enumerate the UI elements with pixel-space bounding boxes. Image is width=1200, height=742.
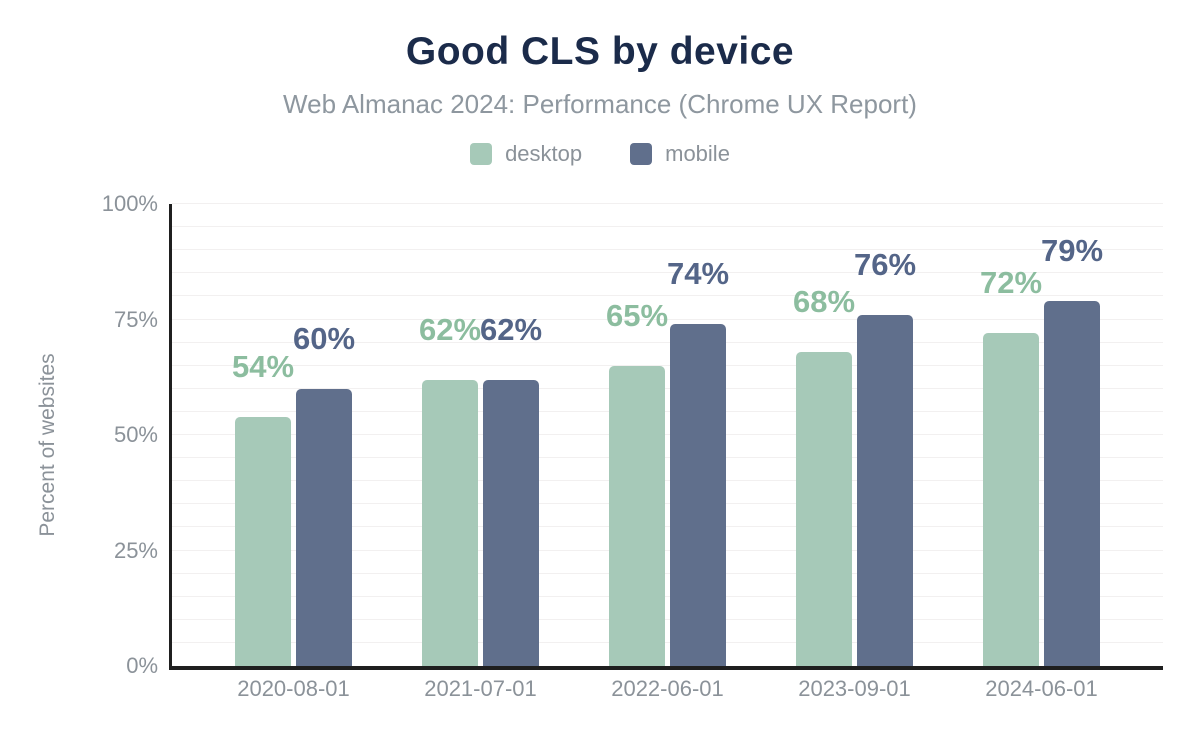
bar-value-label: 62% bbox=[479, 311, 543, 347]
x-tick-label: 2023-09-01 bbox=[798, 676, 911, 701]
bar-value-label: 76% bbox=[853, 246, 917, 282]
gridline bbox=[172, 480, 1163, 482]
gridline bbox=[172, 618, 1163, 620]
legend-label: mobile bbox=[665, 141, 730, 166]
gridline bbox=[172, 272, 1163, 274]
bar-value-label: 79% bbox=[1040, 233, 1104, 269]
gridline bbox=[172, 387, 1163, 389]
gridline bbox=[172, 549, 1163, 551]
gridline bbox=[172, 526, 1163, 528]
legend-swatch-icon bbox=[470, 143, 493, 165]
gridline bbox=[172, 318, 1163, 320]
bar-mobile-2024-06-01 bbox=[1044, 301, 1100, 666]
x-tick-label: 2024-06-01 bbox=[985, 676, 1098, 701]
bar-desktop-2020-08-01 bbox=[235, 416, 291, 666]
gridline bbox=[172, 341, 1163, 343]
bar-value-label: 60% bbox=[292, 320, 356, 356]
legend-item-desktop: desktop bbox=[470, 141, 582, 167]
x-tick-label: 2022-06-01 bbox=[611, 676, 724, 701]
y-tick-label: 0% bbox=[126, 653, 158, 678]
y-tick-label: 75% bbox=[113, 306, 158, 332]
bar-mobile-2021-07-01 bbox=[483, 379, 539, 666]
gridline bbox=[172, 203, 1163, 204]
bar-mobile-2022-06-01 bbox=[670, 324, 726, 666]
bar-desktop-2022-06-01 bbox=[609, 365, 665, 666]
legend-item-mobile: mobile bbox=[630, 141, 730, 167]
bar-value-label: 62% bbox=[418, 311, 482, 347]
bar-value-label: 68% bbox=[792, 283, 856, 319]
x-axis-line bbox=[169, 666, 1163, 670]
gridline bbox=[172, 364, 1163, 366]
gridline bbox=[172, 641, 1163, 643]
y-tick-label: 100% bbox=[101, 191, 158, 216]
gridline bbox=[172, 249, 1163, 251]
y-axis-line bbox=[169, 204, 172, 666]
y-tick-label: 50% bbox=[113, 422, 158, 447]
y-tick-label: 25% bbox=[113, 537, 158, 563]
bar-desktop-2023-09-01 bbox=[796, 351, 852, 666]
bar-value-label: 54% bbox=[231, 348, 295, 384]
x-tick-label: 2021-07-01 bbox=[424, 676, 537, 701]
bar-value-label: 65% bbox=[605, 297, 669, 333]
legend-swatch-icon bbox=[630, 143, 653, 165]
gridline bbox=[172, 595, 1163, 597]
gridline bbox=[172, 295, 1163, 297]
bar-mobile-2020-08-01 bbox=[296, 388, 352, 666]
plot-area: 54% 60% 62% 62% 65% 74% 68% 76% 72% 79% bbox=[169, 203, 1163, 670]
bar-desktop-2024-06-01 bbox=[983, 333, 1039, 666]
bar-value-label: 72% bbox=[979, 265, 1043, 301]
gridline bbox=[172, 410, 1163, 412]
chart-title: Good CLS by device bbox=[405, 30, 795, 73]
x-tick-label: 2020-08-01 bbox=[237, 676, 350, 701]
bar-desktop-2021-07-01 bbox=[422, 379, 478, 666]
legend-label: desktop bbox=[505, 141, 583, 166]
bar-value-label: 74% bbox=[666, 256, 730, 292]
gridline bbox=[172, 503, 1163, 505]
gridline bbox=[172, 434, 1163, 435]
bar-mobile-2023-09-01 bbox=[857, 314, 913, 666]
gridline bbox=[172, 226, 1163, 228]
gridline bbox=[172, 457, 1163, 459]
legend: desktop mobile bbox=[0, 141, 1200, 167]
chart-subtitle: Web Almanac 2024: Performance (Chrome UX… bbox=[283, 89, 917, 119]
gridline bbox=[172, 572, 1163, 574]
